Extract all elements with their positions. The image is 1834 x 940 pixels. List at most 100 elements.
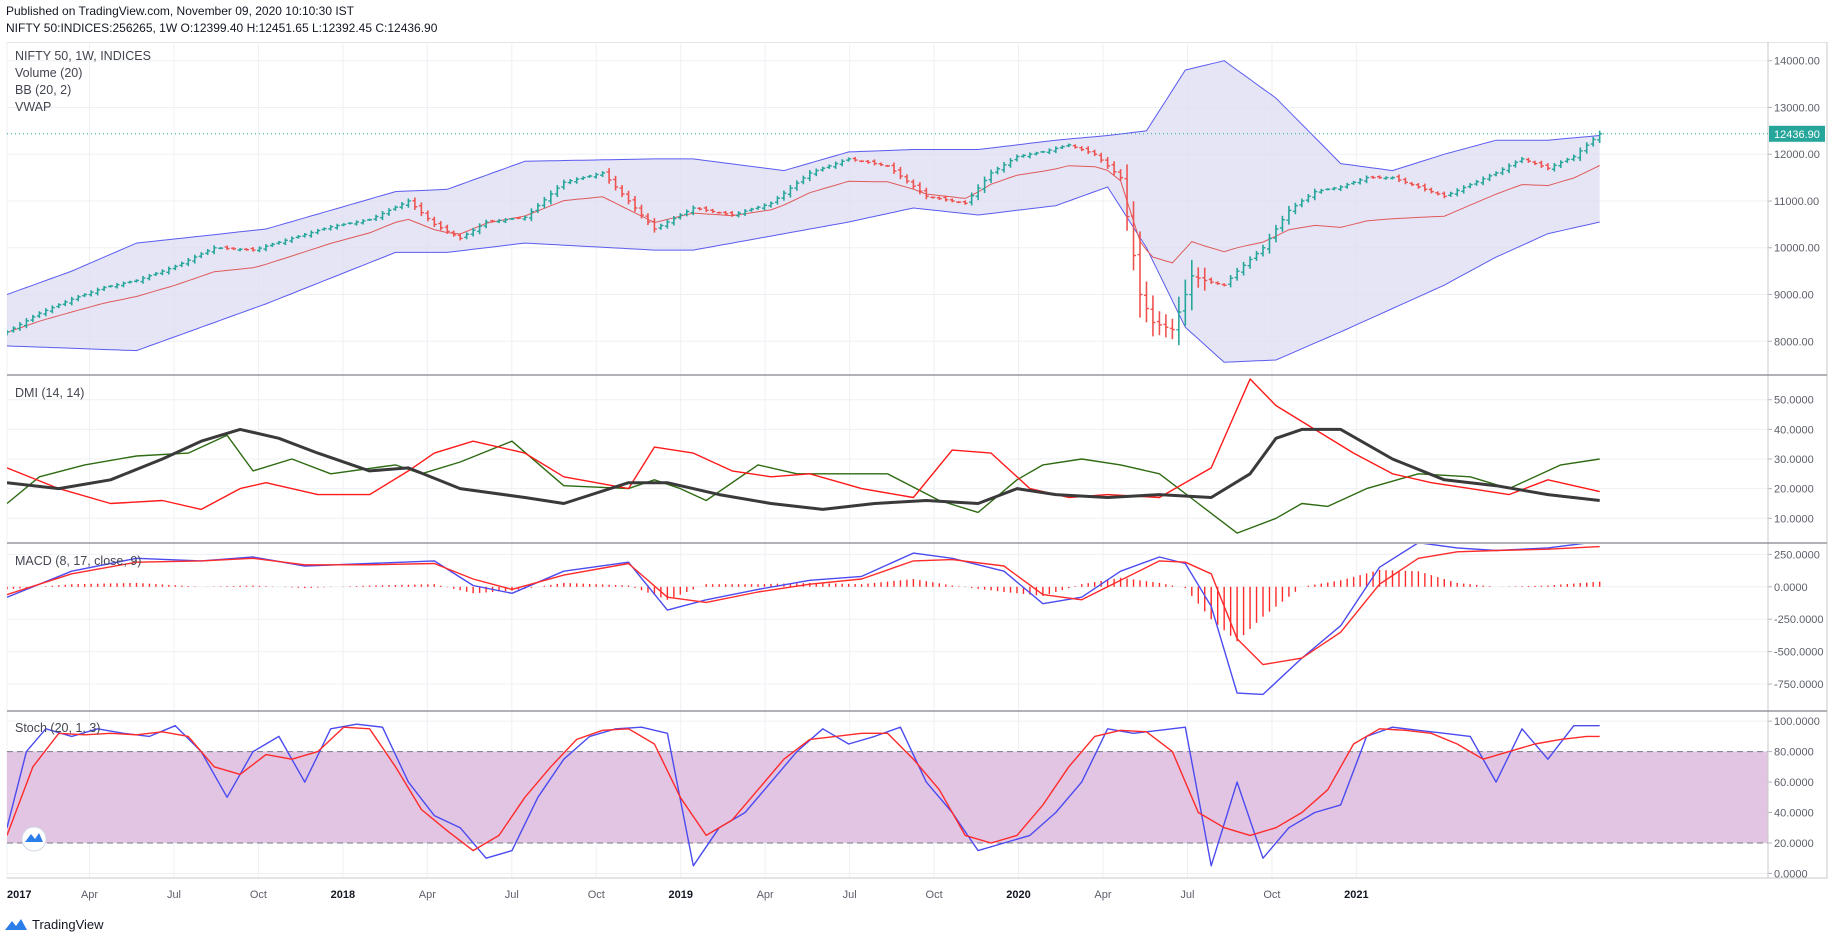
y-tick-label: -750.0000 [1774,679,1824,691]
ohlc-bar [813,168,819,177]
x-tick-label: Oct [250,889,267,901]
dmi-pane[interactable] [7,378,1600,534]
x-tick-label: 2017 [7,889,31,901]
ohlc-bar [962,200,968,205]
series-line--di [7,434,1600,534]
ohlc-bar [515,217,521,220]
ohlc-bar [1500,167,1506,176]
ohlc-bar [108,284,114,288]
ohlc-bar [56,303,62,309]
ohlc-bar [917,182,923,195]
ohlc-bar [820,166,826,172]
ohlc-bar [1182,279,1188,326]
ohlc-bar [1124,164,1130,231]
ohlc-bar [943,195,949,202]
pane-labels: NIFTY 50, 1W, INDICES Volume (20) BB (20… [15,49,151,735]
ohlc-bar [1234,267,1240,281]
ohlc-bar [1351,180,1357,185]
price-pane[interactable] [5,60,1603,363]
ohlc-bar [1266,233,1272,254]
ohlc-bar [185,257,191,267]
stoch-pane[interactable] [7,723,1768,867]
ohlc-bar [328,224,334,231]
ohlc-bar [535,203,541,214]
ohlc-bar [697,207,703,211]
ohlc-bar [736,211,742,218]
ohlc-bar [936,196,942,200]
ohlc-bar [645,213,651,226]
legend-dmi: DMI (14, 14) [15,386,84,400]
ohlc-bar [1305,193,1311,203]
ohlc-bar [1169,318,1175,340]
ohlc-bar [1325,188,1331,191]
ohlc-bar [1111,161,1117,176]
ohlc-bar [1279,215,1285,232]
ohlc-bar [23,318,29,329]
ohlc-bar [1577,147,1583,162]
y-tick-label: 30.0000 [1774,454,1814,466]
ohlc-bar [1461,185,1467,194]
ohlc-bar [729,210,735,217]
ohlc-bar [192,254,198,264]
ohlc-bar [1254,250,1260,261]
ohlc-bar [1228,275,1234,288]
ohlc-bar [638,204,644,219]
ohlc-bar [509,217,515,220]
ohlc-bar [127,280,133,284]
legend-volume: Volume (20) [15,66,82,80]
x-tick-label: Apr [1094,889,1111,901]
ohlc-bar [1564,157,1570,163]
ohlc-bar [561,179,567,190]
ohlc-bar [574,177,580,184]
ohlc-bar [179,261,185,268]
x-tick-label: 2020 [1006,889,1030,901]
chart-canvas[interactable]: 2017 Apr Jul Oct 2018 Apr Jul Oct 2019 Apr Jul Oct 2… [0,42,1834,914]
ohlc-bar [800,175,806,185]
ohlc-bar [1215,281,1221,285]
tradingview-watermark-icon [21,826,47,852]
ohlc-bar [276,240,282,245]
ohlc-bar [418,202,424,217]
ohlc-bar [237,248,243,252]
ohlc-bar [289,236,295,243]
ohlc-bar [490,219,496,223]
ohlc-bar [1338,185,1344,192]
y-tick-label: 40.0000 [1774,808,1814,820]
ohlc-bar [166,266,172,275]
ohlc-bar [412,197,418,210]
ohlc-bar [153,272,159,277]
ohlc-bar [1370,175,1376,179]
x-tick-label: Oct [588,889,605,901]
ohlc-bar [205,249,211,256]
y-tick-label: 250.0000 [1774,549,1820,561]
macd-pane[interactable] [7,541,1601,696]
x-tick-label: Oct [926,889,943,901]
ohlc-bar [250,247,256,252]
ohlc-bar [975,184,981,201]
ohlc-bar [1435,191,1441,196]
ohlc-bar [17,322,23,331]
bb-upper-line [7,60,1600,295]
ohlc-bar [1474,179,1480,186]
published-info: Published on TradingView.com, November 0… [6,4,354,18]
ohlc-bar [755,205,761,210]
y-tick-label: 8000.00 [1774,336,1814,348]
ohlc-bar [541,196,547,209]
ohlc-bar [1001,161,1007,173]
y-tick-label: 11000.00 [1774,196,1819,208]
y-tick-label: -500.0000 [1774,647,1824,659]
ohlc-bar [859,160,865,163]
ohlc-bar [580,176,586,180]
ohlc-bar [1441,191,1447,199]
ohlc-bar [1506,163,1512,174]
ohlc-bar [211,245,217,255]
ohlc-bar [613,175,619,191]
ohlc-bar [716,211,722,214]
ohlc-bar [923,187,929,200]
ohlc-bar [231,247,237,251]
ohlc-bar [1402,177,1408,185]
footer-brand-text: TradingView [32,916,104,932]
ohlc-bar [1318,188,1324,194]
ohlc-bar [742,209,748,217]
series-line-macd [7,544,1585,696]
